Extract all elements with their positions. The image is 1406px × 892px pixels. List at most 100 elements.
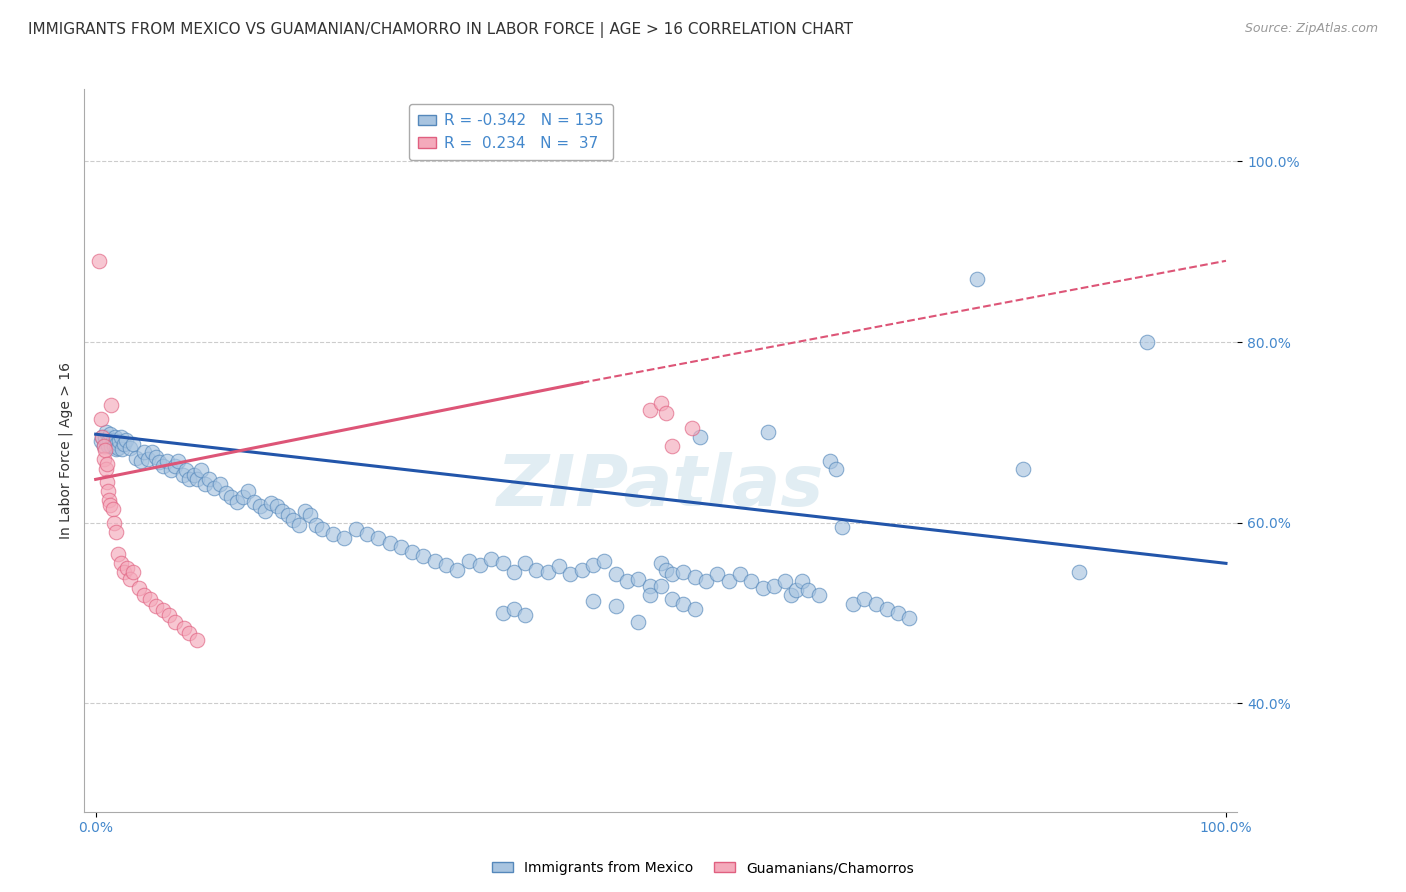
Point: [110, 430, 132, 444]
Point: [655, 405, 678, 419]
Point: [98, 427, 121, 442]
Point: [502, 601, 524, 615]
Point: [179, 626, 201, 640]
Point: [91, 430, 114, 444]
Point: [655, 563, 678, 577]
Point: [412, 549, 434, 563]
Point: [322, 526, 344, 541]
Point: [695, 574, 717, 589]
Point: [627, 572, 650, 586]
Point: [468, 558, 491, 573]
Point: [96, 436, 118, 450]
Point: [779, 588, 801, 602]
Point: [689, 430, 711, 444]
Point: [104, 430, 127, 444]
Point: [502, 566, 524, 580]
Legend: R = -0.342   N = 135, R =  0.234   N =  37: R = -0.342 N = 135, R = 0.234 N = 37: [409, 104, 613, 160]
Point: [160, 463, 183, 477]
Point: [197, 472, 219, 486]
Point: [122, 437, 145, 451]
Point: [491, 557, 513, 571]
Point: [260, 496, 283, 510]
Point: [115, 433, 138, 447]
Point: [548, 559, 571, 574]
Point: [728, 567, 751, 582]
Point: [97, 439, 120, 453]
Point: [145, 599, 167, 613]
Point: [491, 606, 513, 620]
Point: [762, 579, 785, 593]
Point: [152, 458, 174, 473]
Point: [842, 597, 865, 611]
Point: [141, 445, 163, 459]
Point: [423, 554, 446, 568]
Point: [186, 633, 208, 648]
Point: [107, 547, 129, 561]
Point: [93, 443, 115, 458]
Point: [650, 396, 672, 410]
Point: [118, 441, 141, 455]
Point: [367, 531, 389, 545]
Point: [638, 579, 661, 593]
Point: [605, 599, 627, 613]
Point: [93, 439, 115, 453]
Point: [773, 574, 796, 589]
Point: [91, 430, 114, 444]
Point: [96, 475, 118, 489]
Point: [785, 583, 807, 598]
Point: [457, 554, 479, 568]
Point: [808, 588, 831, 602]
Point: [208, 476, 231, 491]
Point: [311, 522, 333, 536]
Point: [103, 439, 125, 453]
Point: [97, 484, 120, 499]
Point: [156, 454, 179, 468]
Point: [627, 615, 650, 629]
Point: [756, 425, 779, 440]
Point: [401, 544, 423, 558]
Point: [593, 554, 616, 568]
Point: [537, 566, 560, 580]
Point: [94, 425, 117, 440]
Point: [682, 421, 704, 435]
Point: [1136, 334, 1159, 349]
Point: [163, 615, 186, 629]
Point: [294, 504, 316, 518]
Point: [139, 592, 162, 607]
Point: [98, 498, 121, 512]
Point: [683, 601, 706, 615]
Point: [173, 621, 195, 635]
Point: [93, 439, 115, 453]
Point: [163, 458, 186, 473]
Point: [717, 574, 740, 589]
Point: [226, 495, 249, 509]
Point: [98, 433, 121, 447]
Point: [93, 430, 115, 444]
Point: [112, 437, 135, 451]
Text: ZIPatlas: ZIPatlas: [498, 452, 824, 521]
Point: [117, 561, 139, 575]
Point: [650, 579, 672, 593]
Point: [254, 504, 277, 518]
Point: [129, 454, 152, 468]
Point: [898, 610, 921, 624]
Point: [283, 513, 305, 527]
Point: [238, 484, 260, 499]
Point: [305, 517, 328, 532]
Text: IMMIGRANTS FROM MEXICO VS GUAMANIAN/CHAMORRO IN LABOR FORCE | AGE > 16 CORRELATI: IMMIGRANTS FROM MEXICO VS GUAMANIAN/CHAM…: [28, 22, 853, 38]
Point: [152, 603, 174, 617]
Point: [966, 272, 988, 286]
Point: [706, 567, 728, 582]
Point: [825, 461, 848, 475]
Point: [560, 567, 582, 582]
Point: [100, 439, 122, 453]
Point: [125, 450, 148, 465]
Point: [515, 607, 537, 622]
Point: [174, 463, 197, 477]
Point: [1067, 566, 1090, 580]
Point: [107, 441, 129, 455]
Point: [122, 566, 145, 580]
Point: [650, 557, 672, 571]
Point: [148, 455, 170, 469]
Point: [108, 434, 131, 449]
